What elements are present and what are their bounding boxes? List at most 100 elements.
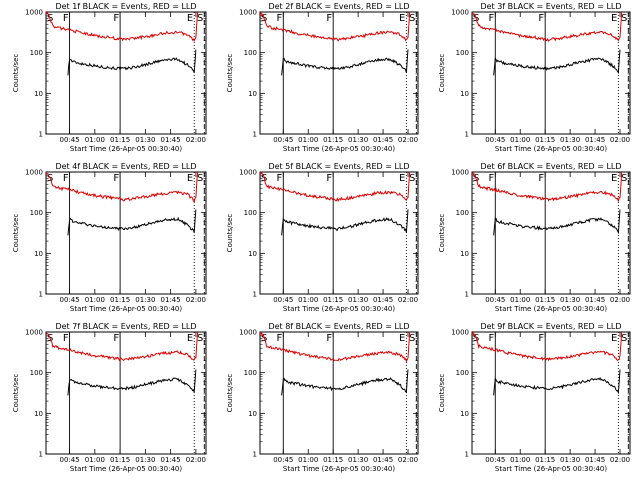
y-tick-label: 1000 [451,169,469,177]
x-tick-label: 01:00 [510,296,530,304]
y-tick-label: 1000 [25,329,43,337]
y-axis-label: Counts/sec [438,374,446,413]
x-tick-label: 01:00 [298,136,318,144]
marker-label: F [63,13,69,24]
y-tick-label: 1 [465,131,469,139]
x-axis-label: Start Time (26-Apr-05 00:30:40) [495,305,607,313]
x-tick-label: 01:15 [110,136,130,144]
marker-label: F [277,13,283,24]
marker-label: F [538,333,544,344]
y-tick-label: 10 [248,90,257,98]
y-tick-label: 1 [465,291,469,299]
marker-label: F [489,173,495,184]
x-tick-label: 01:30 [560,136,580,144]
x-tick-label: 01:00 [510,136,530,144]
marker-label: S [197,333,203,344]
x-tick-label: 01:15 [535,456,555,464]
marker-label: S [409,13,415,24]
y-tick-label: 1 [39,131,43,139]
y-tick-label: 10 [248,250,257,258]
x-axis-label: Start Time (26-Apr-05 00:30:40) [283,465,395,473]
y-tick-label: 1000 [451,329,469,337]
series-line-lld [260,332,410,361]
series-line-events [494,49,620,75]
x-tick-label: 01:00 [85,136,105,144]
x-tick-label: 02:00 [186,296,206,304]
marker-label: F [326,13,332,24]
x-tick-label: 02:00 [186,456,206,464]
marker-label: S [621,13,627,24]
x-tick-label: 01:15 [535,296,555,304]
y-tick-label: 1 [39,291,43,299]
marker-label: S [409,333,415,344]
y-tick-label: 1000 [451,9,469,17]
y-axis-label: Counts/sec [226,374,234,413]
marker-label: F [326,173,332,184]
y-tick-label: 100 [30,49,43,57]
marker-label: F [326,333,332,344]
marker-label: S [621,333,627,344]
panel-title: Det 3f BLACK = Events, RED = LLD [480,2,621,11]
x-tick-label: 00:45 [485,296,505,304]
x-tick-label: 01:45 [373,296,393,304]
y-tick-label: 1000 [239,169,257,177]
x-tick-label: 01:45 [161,136,181,144]
panel-det-6: Det 6f BLACK = Events, RED = LLD 1 10 100 10… [438,162,631,313]
x-tick-label: 00:45 [59,456,79,464]
series-line-events [68,49,196,75]
y-tick-label: 100 [456,209,469,217]
x-axis-label: Start Time (26-Apr-05 00:30:40) [70,305,182,313]
marker-label: F [489,333,495,344]
panel-title: Det 2f BLACK = Events, RED = LLD [268,2,409,11]
y-tick-label: 1 [253,131,257,139]
y-axis-label: Counts/sec [438,214,446,253]
panel-det-8: Det 8f BLACK = Events, RED = LLD 1 10 100 10… [226,322,419,473]
x-tick-label: 01:30 [135,296,155,304]
x-tick-label: 01:15 [535,136,555,144]
panel-title: Det 1f BLACK = Events, RED = LLD [55,2,196,11]
marker-label: F [538,173,544,184]
marker-label: F [63,173,69,184]
x-tick-label: 01:30 [560,296,580,304]
y-tick-label: 1000 [239,329,257,337]
x-tick-label: 02:00 [398,136,418,144]
x-tick-label: 02:00 [610,136,630,144]
y-tick-label: 10 [460,90,469,98]
marker-label: E [187,333,193,344]
marker-label: E [399,13,405,24]
series-line-lld [260,12,410,41]
y-tick-label: 100 [244,369,257,377]
marker-label: F [113,333,119,344]
marker-label: F [277,173,283,184]
y-tick-label: 1000 [239,9,257,17]
series-line-lld [260,172,410,201]
y-tick-label: 10 [34,410,43,418]
marker-label: S [197,13,203,24]
y-tick-label: 100 [456,369,469,377]
series-line-events [68,209,196,235]
x-axis-label: Start Time (26-Apr-05 00:30:40) [70,465,182,473]
series-line-events [494,369,620,395]
marker-label: F [63,333,69,344]
series-line-lld [472,332,622,361]
marker-label: E [399,333,405,344]
marker-label: F [113,13,119,24]
marker-label: E [611,13,617,24]
x-tick-label: 01:30 [348,136,368,144]
x-axis-label: Start Time (26-Apr-05 00:30:40) [70,145,182,153]
marker-label: E [399,173,405,184]
x-tick-label: 00:45 [485,456,505,464]
marker-label: E [611,173,617,184]
y-axis-label: Counts/sec [226,214,234,253]
y-axis-label: Counts/sec [226,54,234,93]
series-line-events [282,369,408,395]
x-tick-label: 01:45 [373,136,393,144]
x-tick-label: 01:00 [85,296,105,304]
panel-det-9: Det 9f BLACK = Events, RED = LLD 1 10 100 10… [438,322,631,473]
panel-title: Det 6f BLACK = Events, RED = LLD [480,162,621,171]
y-axis-label: Counts/sec [12,374,20,413]
y-tick-label: 10 [460,250,469,258]
x-tick-label: 02:00 [398,456,418,464]
x-tick-label: 00:45 [59,296,79,304]
